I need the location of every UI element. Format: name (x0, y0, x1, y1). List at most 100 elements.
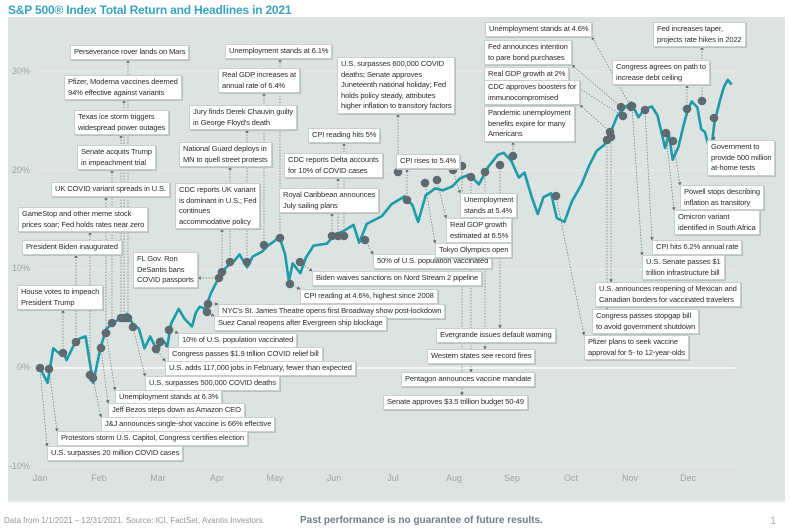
y-tick-label: 20% (11, 164, 30, 175)
event-annotation: Unemployment stands at 6.3% (115, 390, 223, 405)
leader-line (436, 179, 448, 219)
event-annotation: CPI reading hits 5% (308, 128, 381, 143)
event-dot (275, 233, 285, 243)
x-tick-label: Sep (503, 473, 520, 483)
event-annotation: Perseverance rover lands on Mars (70, 45, 190, 60)
event-annotation: Texas ice storm triggers widespread powe… (74, 110, 170, 135)
leader-line (665, 132, 676, 211)
event-annotation: CDC reports Delta accounts for 10% of CO… (284, 153, 383, 178)
event-annotation: National Guard deploys in MN to quell st… (179, 142, 272, 167)
event-annotation: U.S. adds 117,000 jobs in February, fewe… (165, 361, 356, 376)
event-dot (164, 325, 174, 335)
event-annotation: Unemployment stands at 5.4% (460, 193, 518, 218)
leader-line (591, 36, 632, 108)
event-annotation: Western states see record fires (427, 349, 536, 364)
chart-title: S&P 500® Index Total Return and Headline… (8, 3, 292, 17)
event-dot (71, 337, 81, 347)
event-annotation: Powell stops describing inflation as tra… (680, 185, 764, 210)
event-dot (327, 231, 337, 241)
event-annotation: Congress passes $1.9 trillion COVID reli… (168, 347, 323, 362)
event-annotation: U.S. surpasses 500,000 COVID deaths (145, 376, 280, 391)
event-dot (155, 337, 165, 347)
event-annotation: Congress passes stopgap bill to avoid go… (592, 309, 700, 334)
event-dot (402, 195, 412, 205)
event-dot (661, 128, 671, 138)
leader-line (579, 104, 611, 133)
disclaimer: Past performance is no guarantee of futu… (300, 515, 543, 526)
event-dot (116, 313, 126, 323)
event-dot (480, 167, 490, 177)
event-annotation: Senate approves $3.5 trillion budget 50-… (383, 395, 528, 410)
event-dot (432, 175, 442, 185)
x-tick-label: Jan (32, 473, 48, 483)
x-tick-label: May (266, 473, 284, 483)
event-dot (88, 373, 98, 383)
event-annotation: U.S. surpasses 20 million COVID cases (47, 446, 184, 461)
event-annotation: Evergrande issues default warning (436, 328, 556, 343)
event-dot (333, 231, 343, 241)
leader-line (364, 239, 374, 255)
event-annotation: Omicron variant identified in South Afri… (674, 210, 760, 235)
event-dot (101, 328, 111, 338)
event-annotation: Unemployment stands at 6.1% (225, 44, 333, 59)
leader-line (299, 261, 313, 272)
event-annotation: Suez Canal reopens after Evergreen ship … (214, 316, 387, 331)
event-annotation: Fed increases taper, projects rate hikes… (653, 22, 746, 47)
x-tick-label: Feb (91, 473, 107, 483)
leader-line (644, 109, 654, 241)
event-annotation: CDC approves boosters for immunocompromi… (484, 80, 581, 105)
event-dot (682, 104, 692, 114)
event-dot (697, 96, 707, 106)
event-annotation: Real GDP growth at 2% (484, 67, 570, 82)
event-dot (339, 231, 349, 241)
event-annotation: CPI reading at 4.6%, highest since 2008 (300, 289, 438, 304)
leader-line (155, 348, 166, 362)
event-annotation: FL Gov. Ron DeSantis bans COVID passport… (133, 252, 198, 288)
event-annotation: J&J announces single-shot vaccine is 66%… (101, 417, 276, 432)
event-dot (44, 364, 54, 374)
event-dot (495, 160, 505, 170)
event-annotation: President Biden inaugurated (22, 240, 122, 255)
event-annotation: Senate acquits Trump in impeachment tria… (77, 145, 156, 170)
event-annotation: U.S. announces reopening of Mexican and … (595, 282, 741, 307)
event-dot (420, 178, 430, 188)
event-dot (616, 102, 626, 112)
event-dot (285, 279, 295, 289)
event-annotation: Pfizer, Moderna vaccines deemed 94% effe… (64, 75, 182, 100)
event-annotation: Jeff Bezos steps down as Amazon CEO (108, 403, 245, 418)
event-dot (259, 240, 269, 250)
event-annotation: Pentagon announces vaccine mandate (401, 372, 536, 387)
event-dot (393, 167, 403, 177)
event-dot (203, 299, 213, 309)
event-dot (466, 172, 476, 182)
event-dot (107, 318, 117, 328)
leader-line (100, 347, 110, 404)
x-tick-label: Apr (209, 473, 224, 483)
x-tick-label: Mar (150, 473, 166, 483)
leader-line (672, 140, 682, 186)
event-annotation: Pfizer plans to seek vaccine approval fo… (584, 335, 690, 360)
event-dot (202, 307, 212, 317)
event-annotation: Tokyo Olympics open (435, 243, 513, 258)
leader-line (424, 182, 437, 244)
event-annotation: House votes to impeach President Trump (17, 285, 104, 310)
event-dot (242, 257, 252, 267)
source-note: Data from 1/1/2021 – 12/31/2021. Source:… (4, 516, 265, 525)
event-annotation: Congress agrees on path to increase debt… (612, 60, 710, 85)
event-dot (618, 111, 628, 121)
y-tick-label: 30% (11, 65, 30, 76)
event-annotation: 10% of U.S. population vaccinated (178, 333, 298, 348)
event-dot (627, 101, 637, 111)
event-annotation: Real GDP increases at annual rate of 6.4… (218, 68, 300, 93)
leader-line (631, 105, 644, 256)
event-annotation: CDC reports UK variant is dominant in U.… (175, 183, 261, 229)
x-tick-label: Dec (679, 473, 696, 483)
event-dot (508, 151, 518, 161)
leader-line (289, 283, 301, 290)
event-dot (35, 363, 45, 373)
event-dot (151, 344, 161, 354)
event-annotation: Real GDP growth estimated at 6.5% (446, 218, 513, 243)
event-dot (295, 257, 305, 267)
event-annotation: UK COVID variant spreads in U.S. (51, 182, 170, 197)
leader-line (39, 367, 49, 447)
